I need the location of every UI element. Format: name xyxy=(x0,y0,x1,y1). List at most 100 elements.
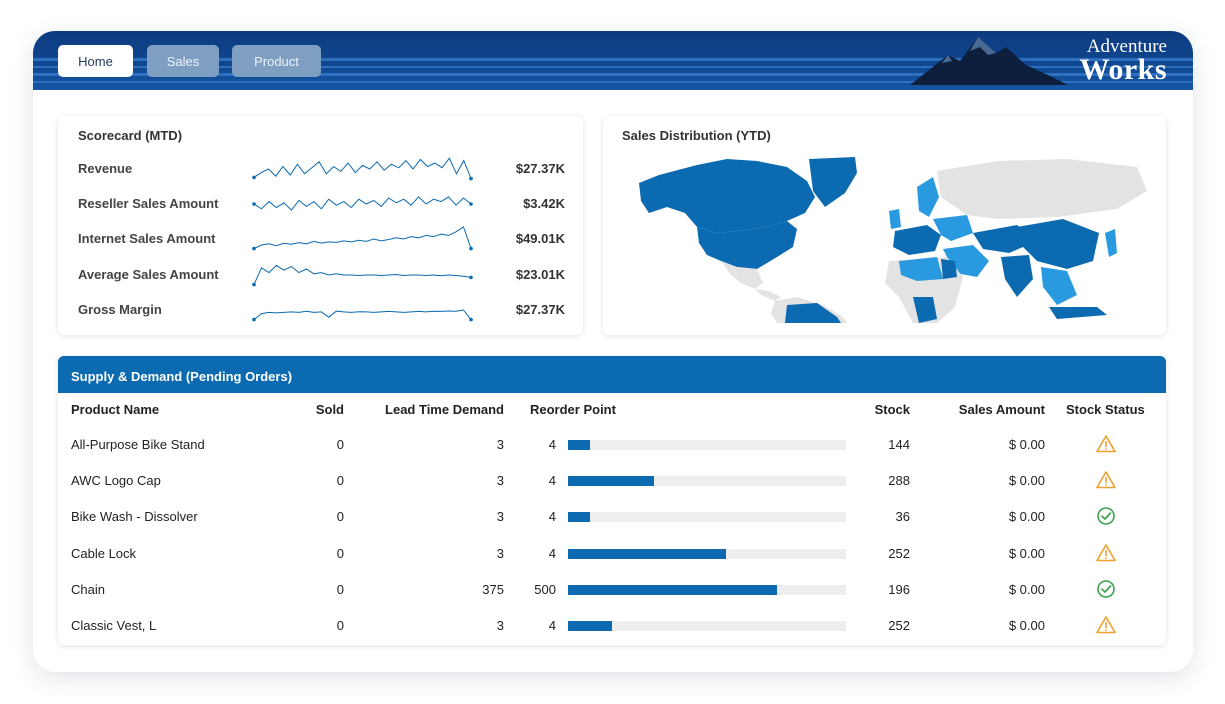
header-stripe xyxy=(33,73,1193,76)
map-region-greenland xyxy=(809,157,857,207)
map-region-north-africa xyxy=(899,257,943,281)
cell-product-name: Cable Lock xyxy=(71,545,137,561)
map-region-usa xyxy=(697,221,797,269)
stock-bar-track xyxy=(568,548,846,559)
sparkline-endpoint xyxy=(252,247,256,251)
stock-bar-track xyxy=(568,584,846,595)
cell-sold: 0 xyxy=(336,618,344,633)
sparkline-endpoint xyxy=(252,175,256,180)
map-region-southern-africa xyxy=(913,297,937,323)
cell-sales-amount: $ 0.00 xyxy=(1008,437,1045,452)
table-row[interactable]: Cable Lock 0 3 4 252 $ 0.00 xyxy=(58,536,1166,572)
mountain-logo-icon xyxy=(910,37,1068,85)
map-region-brazil xyxy=(785,303,841,323)
tab-product[interactable]: Product xyxy=(232,45,321,77)
map-region-eastern-europe xyxy=(933,215,973,241)
cell-product-name: Classic Vest, L xyxy=(71,618,157,633)
map-region-japan xyxy=(1105,229,1117,257)
map-region-se-asia xyxy=(1041,267,1077,305)
sparkline-endpoint xyxy=(469,176,473,181)
stock-bar-fill xyxy=(568,440,590,450)
cell-sold: 0 xyxy=(336,473,344,489)
scorecard-row[interactable]: Reseller Sales Amount $3.42K xyxy=(58,187,583,222)
sparkline-line xyxy=(253,264,472,285)
sparkline xyxy=(252,264,473,286)
sparkline-line xyxy=(253,157,472,179)
sparkline xyxy=(252,196,473,211)
sparkline-endpoint xyxy=(469,275,473,279)
supply-demand-title: Supply & Demand (Pending Orders) xyxy=(58,356,1166,393)
cell-stock: 288 xyxy=(888,473,910,489)
header-stripe xyxy=(33,66,1193,68)
cell-reorder-point: 4 xyxy=(548,473,556,489)
stock-bar-fill xyxy=(568,621,612,631)
scorecard-card: Scorecard (MTD) Revenue $27.37K Reseller S… xyxy=(58,116,583,335)
cell-reorder-point: 4 xyxy=(548,437,556,452)
map-region-india xyxy=(1001,255,1033,297)
stock-bar-fill xyxy=(568,512,590,523)
scorecard-title: Scorecard (MTD) xyxy=(78,128,183,143)
cell-reorder-point: 500 xyxy=(534,581,556,597)
table-row[interactable]: Chain 0 375 500 196 $ 0.00 xyxy=(58,572,1166,608)
table-row[interactable]: Bike Wash - Dissolver 0 3 4 36 $ 0.00 xyxy=(58,499,1166,535)
tab-sales[interactable]: Sales xyxy=(147,45,219,77)
map-region-egypt xyxy=(941,259,957,279)
scorecard-label: Gross Margin xyxy=(78,301,162,317)
table-row[interactable]: All-Purpose Bike Stand 0 3 4 144 $ 0.00 xyxy=(58,427,1166,463)
cell-sold: 0 xyxy=(336,581,344,597)
col-stock[interactable]: Stock xyxy=(874,402,910,417)
col-sales-amount[interactable]: Sales Amount xyxy=(958,402,1045,417)
sparkline xyxy=(252,226,473,251)
sales-distribution-title: Sales Distribution (YTD) xyxy=(622,128,771,143)
col-sold[interactable]: Sold xyxy=(315,402,344,417)
supply-demand-card: Supply & Demand (Pending Orders) Product… xyxy=(58,356,1166,645)
tab-home[interactable]: Home xyxy=(58,45,133,77)
cell-reorder-point: 4 xyxy=(548,545,556,561)
sales-distribution-card: Sales Distribution (YTD) xyxy=(603,116,1166,335)
map-region-mexico xyxy=(721,261,763,289)
check-icon xyxy=(1097,579,1115,598)
map-region-indonesia xyxy=(1049,307,1107,319)
map-region-western-europe xyxy=(893,225,941,255)
report-frame: Home Sales Product Adventure Works Score… xyxy=(33,31,1193,672)
table-row[interactable]: Classic Vest, L 0 3 4 252 $ 0.00 xyxy=(58,608,1166,644)
stock-bar-fill xyxy=(568,476,654,487)
stock-bar-track xyxy=(568,476,846,487)
sparkline-endpoint xyxy=(469,247,473,251)
scorecard-row[interactable]: Revenue $27.37K xyxy=(58,152,583,187)
cell-sales-amount: $ 0.00 xyxy=(1008,473,1045,489)
warning-icon xyxy=(1096,543,1116,561)
stock-bar-track xyxy=(568,512,846,523)
cell-sold: 0 xyxy=(336,509,344,525)
scorecard-value: $27.37K xyxy=(515,301,565,317)
map-region-canada xyxy=(655,159,815,233)
col-product-name[interactable]: Product Name xyxy=(71,402,160,417)
header-stripe xyxy=(33,81,1193,83)
cell-stock: 196 xyxy=(888,581,910,597)
scorecard-value: $27.37K xyxy=(515,161,565,176)
scorecard-label: Reseller Sales Amount xyxy=(78,196,219,212)
scorecard-value: $23.01K xyxy=(515,266,565,282)
sparkline-endpoint xyxy=(252,202,256,206)
scorecard-label: Internet Sales Amount xyxy=(78,231,216,247)
col-reorder-point[interactable]: Reorder Point xyxy=(530,402,616,417)
cell-lead-time-demand: 3 xyxy=(496,437,504,452)
table-row[interactable]: AWC Logo Cap 0 3 4 288 $ 0.00 xyxy=(58,463,1166,499)
world-map[interactable] xyxy=(637,157,1147,323)
sparkline xyxy=(252,309,473,322)
sparkline-endpoint xyxy=(252,282,256,286)
col-stock-status[interactable]: Stock Status xyxy=(1066,402,1145,417)
stock-bar-fill xyxy=(568,584,777,595)
scorecard-row[interactable]: Gross Margin $27.37K xyxy=(58,293,583,328)
scorecard-value: $49.01K xyxy=(515,231,565,247)
col-lead-time-demand[interactable]: Lead Time Demand xyxy=(385,402,504,417)
map-region-central-america xyxy=(755,289,781,301)
sparkline-endpoint xyxy=(469,317,473,322)
cell-product-name: All-Purpose Bike Stand xyxy=(71,437,205,452)
cell-sales-amount: $ 0.00 xyxy=(1008,581,1045,597)
scorecard-row[interactable]: Internet Sales Amount $49.01K xyxy=(58,222,583,257)
sparkline xyxy=(252,157,473,181)
warning-icon xyxy=(1096,471,1116,489)
warning-icon xyxy=(1096,435,1116,453)
scorecard-row[interactable]: Average Sales Amount $23.01K xyxy=(58,258,583,293)
